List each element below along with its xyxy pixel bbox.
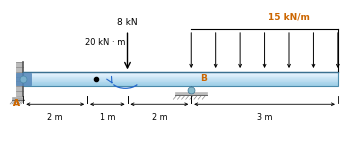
Bar: [23, 78, 338, 79]
Text: A: A: [13, 99, 20, 108]
Bar: [23, 84, 338, 85]
Bar: [23, 81, 338, 82]
Bar: [23, 74, 338, 75]
Text: 20 kN · m: 20 kN · m: [85, 38, 125, 47]
Bar: [23, 77, 338, 78]
Text: B: B: [201, 74, 207, 83]
Text: 3 m: 3 m: [257, 113, 272, 122]
Bar: [16, 73, 31, 85]
Bar: [23, 79, 338, 80]
Bar: [23, 75, 338, 76]
Bar: [23, 72, 338, 86]
Bar: [23, 76, 338, 77]
Bar: [23, 72, 338, 73]
Bar: [23, 80, 338, 81]
Bar: [23, 85, 338, 86]
Text: 2 m: 2 m: [152, 113, 167, 122]
Text: 15 kN/m: 15 kN/m: [268, 13, 310, 22]
Bar: [23, 83, 338, 84]
Text: 2 m: 2 m: [48, 113, 63, 122]
Bar: [23, 82, 338, 83]
Bar: [175, 92, 207, 95]
Bar: [12, 96, 23, 100]
Bar: [23, 73, 338, 74]
Bar: [16, 62, 23, 96]
Text: A: A: [13, 99, 20, 108]
Text: 1 m: 1 m: [100, 113, 115, 122]
Text: 8 kN: 8 kN: [117, 18, 138, 27]
